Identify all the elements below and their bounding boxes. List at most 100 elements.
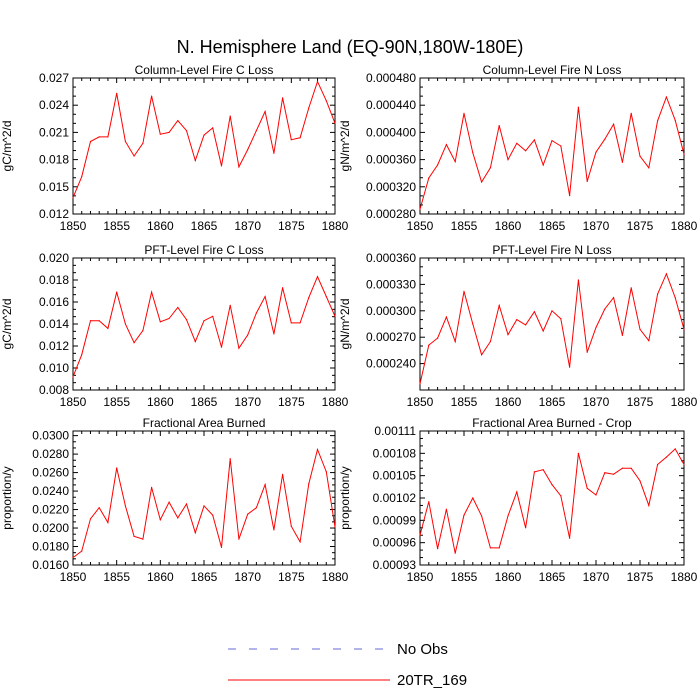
data-point <box>282 287 284 289</box>
data-point <box>533 311 536 313</box>
x-tick-label: 1860 <box>495 395 522 409</box>
data-point <box>437 548 439 550</box>
x-tick-label: 1850 <box>60 219 87 233</box>
x-tick-label: 1875 <box>627 219 654 233</box>
y-tick-label: 0.027 <box>39 71 69 85</box>
data-point <box>290 139 292 141</box>
data-point <box>98 320 100 322</box>
data-point <box>428 501 430 503</box>
y-tick-label: 0.0260 <box>32 466 69 480</box>
data-point <box>595 494 597 496</box>
data-point <box>334 526 336 528</box>
data-point <box>107 136 109 138</box>
data-point <box>595 326 597 329</box>
data-point <box>334 122 336 124</box>
data-point <box>516 319 518 321</box>
y-tick-label: 0.00108 <box>373 446 417 460</box>
data-point <box>151 95 153 97</box>
y-tick-label: 0.000280 <box>366 207 416 221</box>
data-point <box>290 525 292 527</box>
data-point <box>194 159 196 162</box>
data-point <box>116 92 118 94</box>
data-point <box>282 473 284 475</box>
panel-title: PFT-Level Fire C Loss <box>144 243 263 257</box>
y-tick-label: 0.008 <box>39 383 69 397</box>
series-line-20tr-169 <box>419 448 685 554</box>
x-tick-label: 1865 <box>539 570 566 584</box>
y-tick-label: 0.00096 <box>373 536 417 550</box>
x-tick-label: 1865 <box>539 219 566 233</box>
y-tick-label: 0.010 <box>39 361 69 375</box>
y-tick-label: 0.024 <box>39 98 69 112</box>
data-point <box>674 119 676 121</box>
data-point <box>151 486 153 488</box>
legend-label-20tr-169: 20TR_169 <box>397 672 467 689</box>
data-point <box>613 473 615 475</box>
data-point <box>454 341 456 343</box>
y-tick-label: 0.012 <box>39 207 69 221</box>
x-tick-label: 1850 <box>407 395 434 409</box>
data-point <box>116 467 118 469</box>
x-tick-label: 1850 <box>407 219 434 233</box>
data-point <box>489 167 491 169</box>
data-point <box>630 287 632 289</box>
data-point <box>72 557 74 559</box>
data-point <box>551 310 553 312</box>
x-tick-label: 1860 <box>495 219 522 233</box>
y-tick-label: 0.015 <box>39 180 69 194</box>
data-point <box>621 334 624 336</box>
x-tick-label: 1875 <box>627 570 654 584</box>
data-point <box>238 347 240 349</box>
series-line-20tr-169 <box>419 272 685 384</box>
data-point <box>577 452 580 454</box>
data-point <box>586 487 588 489</box>
data-point <box>107 521 109 524</box>
data-point <box>247 149 249 151</box>
data-point <box>194 341 196 343</box>
x-tick-label: 1855 <box>451 219 478 233</box>
data-point <box>159 321 161 323</box>
data-point <box>560 318 562 320</box>
data-point <box>419 208 421 210</box>
data-point <box>177 120 179 122</box>
data-point <box>325 471 327 473</box>
data-point <box>290 322 292 324</box>
y-axis-label: gN/m^2/d <box>338 121 352 172</box>
data-point <box>516 142 518 144</box>
data-point <box>683 328 685 330</box>
x-tick-label: 1875 <box>278 219 305 233</box>
panel-title: PFT-Level Fire N Loss <box>492 243 611 257</box>
y-axis-label: gC/m^2/d <box>0 121 14 172</box>
x-tick-label: 1870 <box>234 395 261 409</box>
data-point <box>212 127 214 129</box>
panel-title: Fractional Area Burned - Crop <box>472 416 632 430</box>
data-point <box>639 328 641 330</box>
data-point <box>507 515 509 517</box>
data-point <box>657 463 659 466</box>
data-point <box>151 291 153 293</box>
data-point <box>621 467 624 469</box>
figure-title: N. Hemisphere Land (EQ-90N,180W-180E) <box>177 37 524 57</box>
x-tick-label: 1865 <box>191 570 218 584</box>
data-point <box>419 383 421 385</box>
y-tick-label: 0.00105 <box>373 469 417 483</box>
data-point <box>264 484 266 486</box>
data-point <box>168 131 170 133</box>
data-point <box>613 297 615 299</box>
y-axis-label: gC/m^2/d <box>0 299 14 350</box>
data-point <box>604 138 606 140</box>
data-point <box>247 334 249 336</box>
data-point <box>472 323 474 325</box>
data-point <box>674 297 676 299</box>
data-point <box>98 136 100 138</box>
data-point <box>445 144 447 146</box>
data-point <box>639 155 641 157</box>
data-point <box>203 505 205 507</box>
data-point <box>445 508 447 510</box>
data-point <box>481 515 483 517</box>
y-tick-label: 0.000360 <box>366 153 416 167</box>
x-tick-label: 1880 <box>322 219 349 233</box>
data-point <box>525 324 527 326</box>
plot-frame <box>72 257 336 391</box>
